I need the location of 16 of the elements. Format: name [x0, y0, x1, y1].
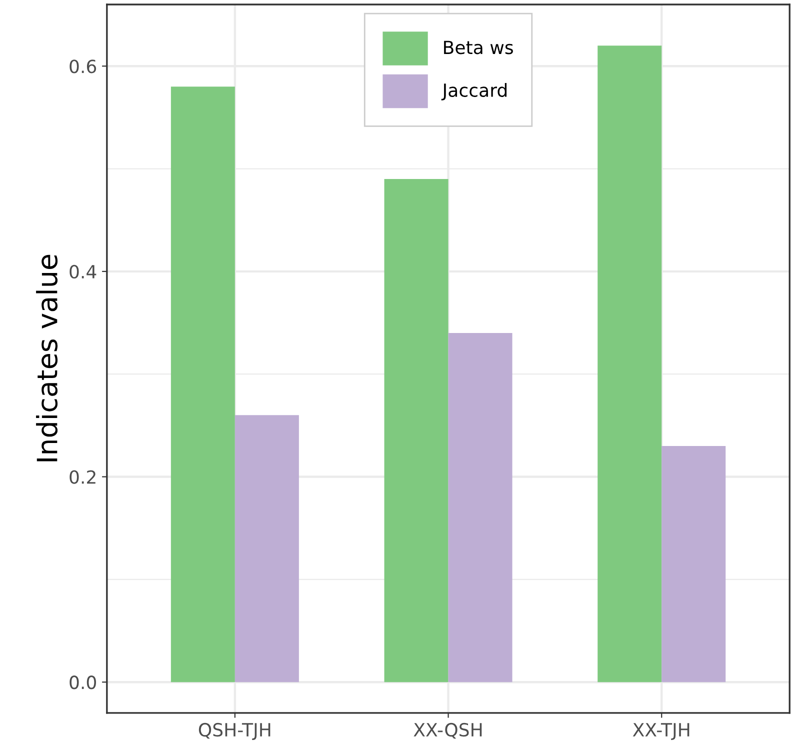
y-tick-label: 0.0	[70, 676, 96, 690]
legend-label: Beta ws	[444, 40, 513, 54]
legend-label: Jaccard	[441, 83, 507, 100]
bar	[170, 86, 235, 682]
x-tick-label: QSH-TJH	[198, 722, 270, 740]
y-axis-title: Indicates value	[36, 254, 58, 462]
x-tick-label: XX-TJH	[632, 723, 690, 740]
bar	[448, 333, 512, 682]
y-tick-label: 0.4	[70, 264, 96, 279]
y-tick-label: 0.2	[70, 470, 96, 484]
bar	[384, 179, 448, 682]
bar	[234, 415, 299, 682]
bar	[662, 446, 726, 682]
bar	[598, 46, 662, 682]
x-tick-label: XX-QSH	[414, 722, 482, 739]
y-tick-label: 0.6	[70, 60, 96, 74]
